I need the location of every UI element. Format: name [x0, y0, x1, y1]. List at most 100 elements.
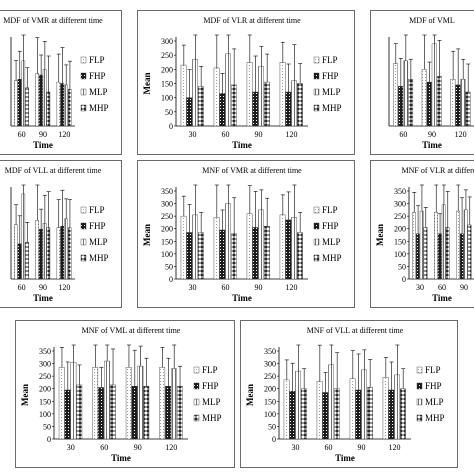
bar [316, 380, 323, 440]
bar [431, 43, 437, 127]
bar [465, 91, 471, 127]
chart-svg: MDF of VML 60 90 120 Time [388, 16, 474, 150]
x-tick-label: 90 [255, 130, 263, 139]
y-axis-label: Mean [375, 224, 385, 246]
x-tick-label: 30 [292, 443, 300, 452]
x-tick-label: 120 [389, 443, 401, 452]
x-axis-label: Time [33, 140, 53, 150]
x-tick-label: 30 [189, 283, 197, 292]
bar [25, 242, 29, 280]
bar [165, 385, 171, 440]
y-tick-label: 100 [39, 410, 51, 419]
x-tick-label: 90 [428, 130, 436, 139]
legend-label: MHP [322, 103, 342, 113]
y-tick-label: 150 [264, 397, 276, 406]
bar [322, 392, 329, 440]
y-tick-label: 300 [394, 200, 406, 209]
bar [176, 385, 183, 440]
x-tick-label: 60 [18, 283, 26, 292]
legend-label: MLP [89, 237, 108, 247]
y-tick-label: 150 [161, 80, 173, 89]
legend-swatch [80, 88, 87, 96]
x-tick-label: 120 [286, 283, 298, 292]
bar [285, 91, 292, 127]
y-tick-label: 150 [39, 397, 51, 406]
bar [180, 215, 187, 280]
bar [252, 227, 259, 280]
bar [283, 379, 290, 440]
bar [246, 62, 253, 127]
legend-label: FHP [89, 71, 106, 81]
legend-label: FLP [89, 205, 105, 215]
legend-swatch [416, 382, 423, 390]
x-tick-label: 60 [399, 130, 407, 139]
bar [349, 378, 356, 440]
y-tick-label: 300 [161, 200, 173, 209]
y-axis-label: Mean [142, 224, 152, 246]
y-tick-label: 350 [39, 347, 51, 356]
legend-label: FLP [322, 55, 338, 65]
bar [137, 365, 144, 440]
bar [419, 210, 424, 280]
chart-svg: MNF of VML at different time Mean 0 50 100 15… [20, 326, 222, 463]
x-axis-label: Time [232, 293, 252, 303]
bar [382, 377, 389, 440]
x-tick-label: 30 [416, 283, 424, 292]
bar [408, 79, 414, 127]
chart-title: MNF of VLR at different [401, 166, 474, 175]
bar [14, 80, 18, 127]
panel-mdf-vll: MDF of VLL at different time 60 90 120 Time F… [0, 160, 122, 308]
y-tick-label: 50 [43, 422, 51, 431]
legend-label: FLP [202, 365, 218, 375]
x-tick-label: 90 [39, 283, 47, 292]
bar [289, 391, 296, 440]
bar [64, 84, 68, 127]
y-tick-label: 300 [39, 360, 51, 369]
chart-svg: MDF of VMR at different time 60 90 120 Time F… [3, 16, 108, 150]
legend-swatch [313, 88, 320, 96]
legend-label: MLP [322, 87, 341, 97]
y-tick-label: 350 [394, 187, 406, 196]
x-tick-label: 90 [358, 443, 366, 452]
bar [441, 204, 446, 280]
bar [225, 203, 231, 280]
bar [192, 214, 198, 280]
y-tick-label: 250 [264, 372, 276, 381]
chart-title: MDF of VLR at different time [203, 16, 301, 25]
legend-label: FHP [322, 221, 339, 231]
bar [450, 79, 456, 127]
x-tick-label: 90 [134, 443, 142, 452]
bar [70, 362, 77, 440]
legend-swatch [80, 104, 87, 112]
x-tick-label: 60 [325, 443, 333, 452]
bar [56, 227, 61, 280]
legend-swatch [193, 382, 200, 390]
bar [17, 79, 22, 127]
bar [46, 227, 51, 280]
bar [186, 232, 193, 280]
legend-swatch [416, 366, 423, 374]
legend-swatch [80, 238, 87, 246]
bar [35, 73, 39, 127]
x-tick-label: 90 [39, 130, 47, 139]
legend-label: MLP [322, 237, 341, 247]
legend-label: FLP [425, 365, 441, 375]
x-axis-label: Time [422, 140, 442, 150]
y-axis-label: Mean [20, 384, 30, 406]
bar [219, 229, 226, 280]
bar [460, 79, 466, 127]
y-tick-label: 100 [264, 410, 276, 419]
bar [98, 387, 104, 440]
bar [394, 374, 400, 440]
x-tick-label: 60 [438, 283, 446, 292]
bar [291, 217, 297, 280]
panel-mdf-vml: MDF of VML 60 90 120 Time [370, 10, 474, 155]
legend-swatch [313, 206, 320, 214]
bar [159, 367, 166, 440]
y-tick-label: 100 [161, 94, 173, 103]
legend-label: FLP [322, 205, 338, 215]
legend-label: MLP [89, 87, 108, 97]
y-tick-label: 100 [394, 250, 406, 259]
bar [64, 389, 71, 440]
y-tick-label: 200 [394, 225, 406, 234]
